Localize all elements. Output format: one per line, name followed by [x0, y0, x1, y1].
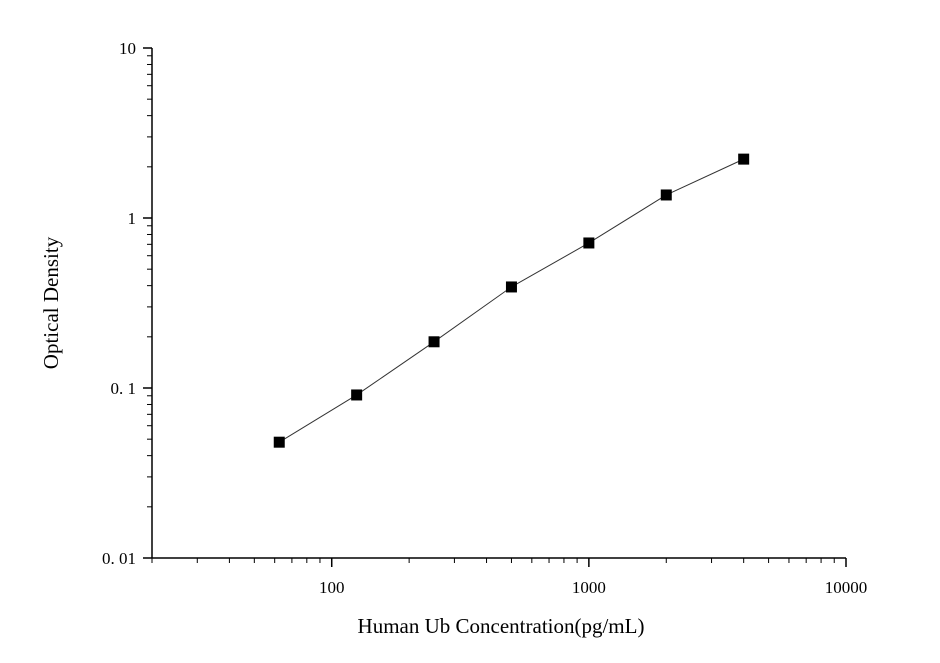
y-tick-label: 0. 01 — [102, 549, 136, 568]
point — [351, 389, 363, 401]
curve — [278, 158, 744, 443]
y-tick-label: 10 — [119, 39, 136, 58]
point — [583, 237, 595, 249]
x-axis-label: Human Ub Concentration(pg/mL) — [358, 614, 645, 638]
x-tick-label: 100 — [319, 578, 345, 597]
point — [273, 436, 285, 448]
y-axis-label: Optical Density — [39, 236, 63, 369]
point — [660, 189, 672, 201]
x-tick-label: 10000 — [825, 578, 868, 597]
y-tick-label: 0. 1 — [111, 379, 137, 398]
y-tick-label: 1 — [128, 209, 137, 228]
point — [505, 281, 517, 293]
point — [738, 153, 750, 165]
x-tick-label: 1000 — [572, 578, 606, 597]
point — [428, 336, 440, 348]
